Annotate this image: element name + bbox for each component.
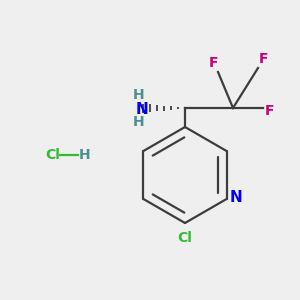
- Text: F: F: [265, 104, 275, 118]
- Text: H: H: [133, 88, 145, 102]
- Text: N: N: [229, 190, 242, 206]
- Text: H: H: [79, 148, 91, 162]
- Text: Cl: Cl: [178, 231, 192, 245]
- Text: Cl: Cl: [45, 148, 60, 162]
- Text: N: N: [136, 101, 148, 116]
- Text: F: F: [258, 52, 268, 66]
- Text: F: F: [209, 56, 219, 70]
- Text: H: H: [133, 115, 145, 129]
